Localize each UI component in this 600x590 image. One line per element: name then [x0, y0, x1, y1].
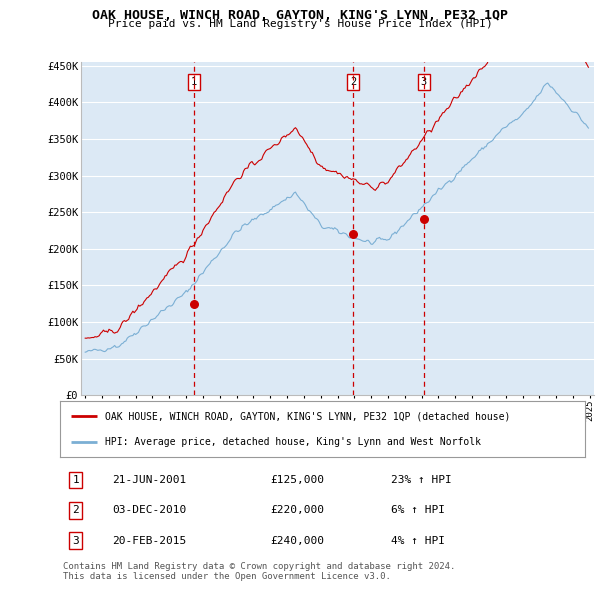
Text: 1: 1	[73, 475, 79, 485]
Text: 3: 3	[421, 77, 427, 87]
Text: HPI: Average price, detached house, King's Lynn and West Norfolk: HPI: Average price, detached house, King…	[104, 437, 481, 447]
Text: Contains HM Land Registry data © Crown copyright and database right 2024.
This d: Contains HM Land Registry data © Crown c…	[63, 562, 455, 581]
Text: £125,000: £125,000	[270, 475, 324, 485]
Point	[419, 215, 428, 224]
Text: Price paid vs. HM Land Registry's House Price Index (HPI): Price paid vs. HM Land Registry's House …	[107, 19, 493, 29]
Text: 6% ↑ HPI: 6% ↑ HPI	[391, 506, 445, 515]
Text: OAK HOUSE, WINCH ROAD, GAYTON, KING'S LYNN, PE32 1QP (detached house): OAK HOUSE, WINCH ROAD, GAYTON, KING'S LY…	[104, 411, 510, 421]
Text: OAK HOUSE, WINCH ROAD, GAYTON, KING'S LYNN, PE32 1QP: OAK HOUSE, WINCH ROAD, GAYTON, KING'S LY…	[92, 9, 508, 22]
Point	[348, 230, 358, 239]
Text: £240,000: £240,000	[270, 536, 324, 546]
Point	[189, 299, 199, 309]
Text: 2: 2	[73, 506, 79, 515]
Text: 23% ↑ HPI: 23% ↑ HPI	[391, 475, 452, 485]
Text: 3: 3	[73, 536, 79, 546]
Text: £220,000: £220,000	[270, 506, 324, 515]
Text: 1: 1	[191, 77, 197, 87]
Text: 20-FEB-2015: 20-FEB-2015	[113, 536, 187, 546]
Text: 03-DEC-2010: 03-DEC-2010	[113, 506, 187, 515]
Text: 2: 2	[350, 77, 356, 87]
Text: 4% ↑ HPI: 4% ↑ HPI	[391, 536, 445, 546]
Text: 21-JUN-2001: 21-JUN-2001	[113, 475, 187, 485]
